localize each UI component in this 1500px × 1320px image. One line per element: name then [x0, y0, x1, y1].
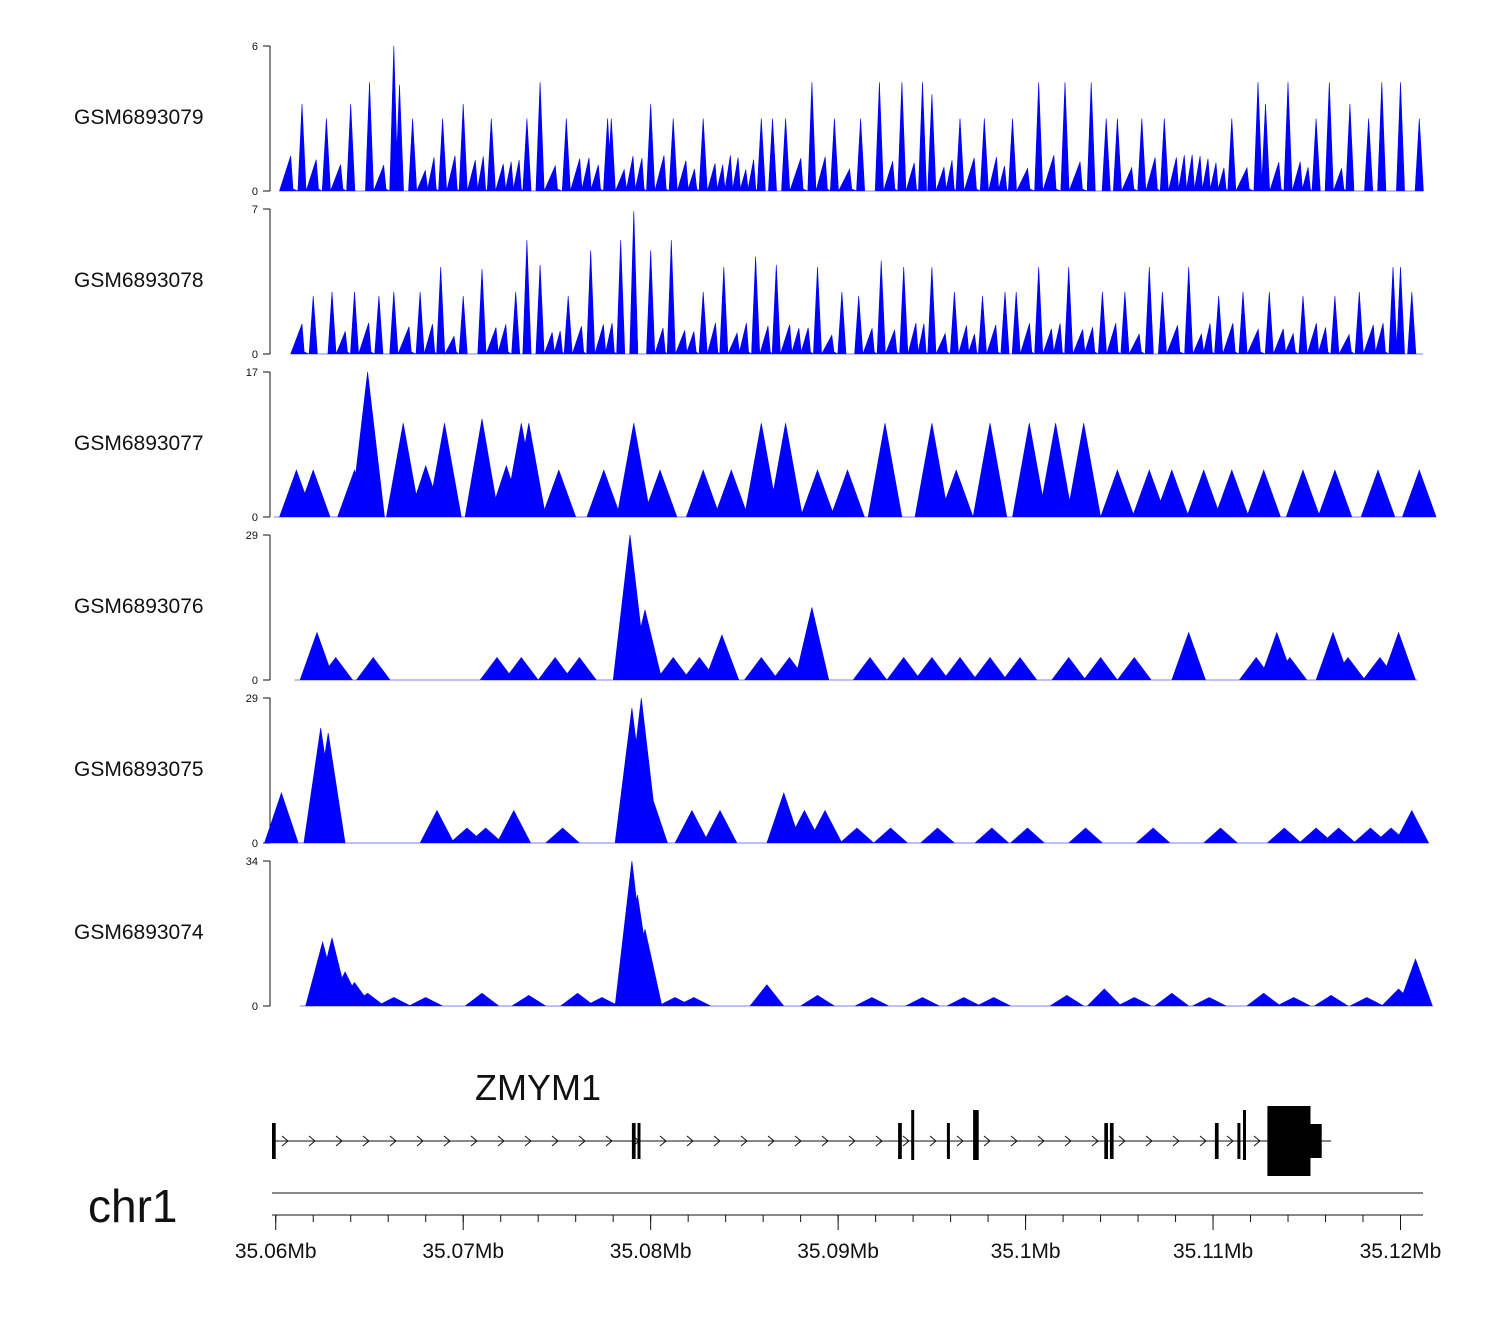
coverage-area [273, 371, 1437, 519]
tick-label: 35.07Mb [422, 1240, 504, 1263]
y-max-label: 7 [252, 204, 258, 216]
strand-arrow [1118, 1135, 1126, 1147]
gene-label: ZMYM1 [475, 1067, 601, 1108]
strand-arrow [902, 1135, 910, 1147]
y-max-label: 29 [246, 530, 258, 542]
track-label: GSM6893077 [74, 432, 204, 455]
strand-arrow [578, 1135, 586, 1147]
strand-arrow [1172, 1135, 1180, 1147]
exon [1214, 1123, 1219, 1159]
strand-arrow [821, 1135, 829, 1147]
coverage-area [279, 45, 1424, 193]
coverage-tracks: GSM689307960GSM689307870GSM6893077170GSM… [74, 41, 1437, 1013]
strand-arrow [308, 1135, 316, 1147]
track-GSM6893078: GSM6893078 7 0 [74, 204, 1423, 361]
strand-arrow [443, 1135, 451, 1147]
tick-label: 35.12Mb [1360, 1240, 1442, 1263]
strand-arrow [983, 1135, 991, 1147]
coverage-area [264, 697, 1430, 844]
track-GSM6893079: GSM6893079 6 0 [74, 41, 1424, 198]
gene-model: ZMYM1 [272, 1067, 1332, 1176]
track-label: GSM6893074 [74, 921, 204, 944]
y-min-label: 0 [252, 186, 258, 198]
strand-arrow [1199, 1135, 1207, 1147]
chromosome-label: chr1 [88, 1180, 177, 1232]
genomic-axis: chr1 35.06Mb 35.07Mb 35.08Mb 35.09Mb 35.1Mb 3… [88, 1180, 1441, 1263]
track-label: GSM6893075 [74, 758, 204, 781]
strand-arrow [1064, 1135, 1072, 1147]
exon [911, 1110, 915, 1160]
strand-arrow [686, 1135, 694, 1147]
track-GSM6893076: GSM6893076 29 0 [74, 530, 1418, 687]
coverage-area [290, 211, 1423, 356]
track-GSM6893077: GSM6893077 17 0 [74, 367, 1437, 524]
track-label: GSM6893079 [74, 106, 204, 129]
exon [1243, 1110, 1246, 1160]
strand-arrow [551, 1135, 559, 1147]
strand-arrow [659, 1135, 667, 1147]
exon [1104, 1123, 1108, 1159]
strand-arrow [470, 1135, 478, 1147]
tick-label: 35.1Mb [991, 1240, 1061, 1263]
exon [1267, 1106, 1311, 1176]
exon [946, 1123, 950, 1159]
strand-arrow [1253, 1135, 1261, 1147]
strand-arrow [416, 1135, 424, 1147]
y-max-label: 34 [246, 856, 258, 868]
exon [1310, 1124, 1322, 1158]
y-max-label: 17 [246, 367, 258, 379]
strand-arrow [1226, 1135, 1234, 1147]
tick-label: 35.09Mb [797, 1240, 879, 1263]
track-label: GSM6893078 [74, 269, 204, 292]
track-GSM6893075: GSM6893075 29 0 [74, 693, 1430, 850]
exon [1237, 1123, 1241, 1159]
strand-arrow [875, 1135, 883, 1147]
strand-arrow [281, 1135, 289, 1147]
y-min-label: 0 [252, 838, 258, 850]
coverage-area [294, 534, 1418, 681]
y-min-label: 0 [252, 349, 258, 361]
tick-label: 35.11Mb [1173, 1240, 1253, 1263]
strand-arrow [497, 1135, 505, 1147]
strand-arrow [713, 1135, 721, 1147]
strand-arrow [362, 1135, 370, 1147]
exon [272, 1123, 276, 1159]
axis-ticks: 35.06Mb 35.07Mb 35.08Mb 35.09Mb 35.1Mb 35.11M… [235, 1215, 1441, 1263]
y-min-label: 0 [252, 675, 258, 687]
strand-arrow [389, 1135, 397, 1147]
strand-arrow [524, 1135, 532, 1147]
strand-arrow [1145, 1135, 1153, 1147]
y-min-label: 0 [252, 512, 258, 524]
exon [631, 1123, 636, 1159]
strand-arrow [929, 1135, 937, 1147]
coverage-area [300, 860, 1433, 1007]
track-GSM6893074: GSM6893074 34 0 [74, 856, 1433, 1013]
strand-arrow [848, 1135, 856, 1147]
strand-arrow [1037, 1135, 1045, 1147]
strand-arrow [335, 1135, 343, 1147]
exon [898, 1123, 902, 1159]
track-label: GSM6893076 [74, 595, 204, 618]
strand-arrow [1091, 1135, 1099, 1147]
strand-arrow [794, 1135, 802, 1147]
y-max-label: 6 [252, 41, 258, 53]
strand-arrow [740, 1135, 748, 1147]
exon [1109, 1123, 1114, 1159]
y-min-label: 0 [252, 1001, 258, 1013]
gene-body [272, 1106, 1332, 1176]
y-max-label: 29 [246, 693, 258, 705]
strand-arrow [605, 1135, 613, 1147]
strand-arrow [1010, 1135, 1018, 1147]
exon [973, 1110, 979, 1160]
exon [637, 1123, 641, 1159]
tick-label: 35.08Mb [610, 1240, 692, 1263]
strand-arrow [956, 1135, 964, 1147]
tick-label: 35.06Mb [235, 1240, 317, 1263]
strand-arrow [767, 1135, 775, 1147]
